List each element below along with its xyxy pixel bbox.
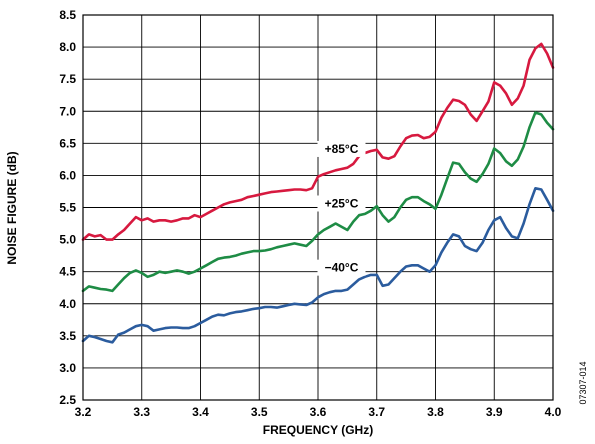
- series-85c-line: [81, 42, 555, 241]
- plot-frame: [82, 14, 554, 401]
- x-tick-label: 4.0: [545, 405, 562, 419]
- series-25c-line: [81, 111, 555, 293]
- annotation-label: +85°C: [325, 142, 359, 156]
- y-axis-title: NOISE FIGURE (dB): [5, 151, 19, 264]
- series-annotation: −40°C: [317, 259, 366, 276]
- x-tick-labels: 3.2 3.3 3.4 3.5 3.6 3.7 3.8 3.9 4.0: [75, 405, 562, 419]
- x-tick-label: 3.5: [251, 405, 268, 419]
- y-tick-label: 8.0: [59, 40, 76, 54]
- annotation-background: [317, 140, 366, 157]
- y-tick-label: 5.5: [59, 201, 76, 215]
- x-axis-title: FREQUENCY (GHz): [263, 423, 373, 437]
- y-tick-label: 8.5: [59, 8, 76, 22]
- x-tick-label: 3.8: [427, 405, 444, 419]
- annotation-label: −40°C: [325, 261, 359, 275]
- annotations: +85°C +25°C −40°C: [317, 140, 366, 276]
- y-tick-label: 6.0: [59, 168, 76, 182]
- y-tick-labels: 2.5 3.0 3.5 4.0 4.5 5.0 5.5 6.0 6.5 7.0 7.5 8.0 8.5: [59, 8, 76, 407]
- x-tick-label: 3.9: [486, 405, 503, 419]
- series-minus40c-line: [81, 187, 555, 344]
- y-tick-label: 5.0: [59, 233, 76, 247]
- y-tick-label: 3.0: [59, 361, 76, 375]
- y-tick-label: 7.0: [59, 104, 76, 118]
- series-annotation: +25°C: [317, 195, 366, 212]
- annotation-background: [317, 195, 366, 212]
- y-tick-label: 6.5: [59, 136, 76, 150]
- annotation-background: [317, 259, 366, 276]
- figure-id: 07307-014: [578, 361, 588, 404]
- series-annotation: +85°C: [317, 140, 366, 157]
- x-tick-label: 3.7: [368, 405, 385, 419]
- x-tick-label: 3.6: [310, 405, 327, 419]
- annotation-label: +25°C: [325, 197, 359, 211]
- y-tick-label: 4.5: [59, 265, 76, 279]
- y-tick-label: 4.0: [59, 297, 76, 311]
- data-series-group: [81, 42, 555, 344]
- x-tick-label: 3.3: [133, 405, 150, 419]
- y-tick-label: 7.5: [59, 72, 76, 86]
- y-tick-label: 3.5: [59, 329, 76, 343]
- y-tick-label: 2.5: [59, 393, 76, 407]
- x-tick-label: 3.2: [75, 405, 92, 419]
- x-tick-label: 3.4: [192, 405, 209, 419]
